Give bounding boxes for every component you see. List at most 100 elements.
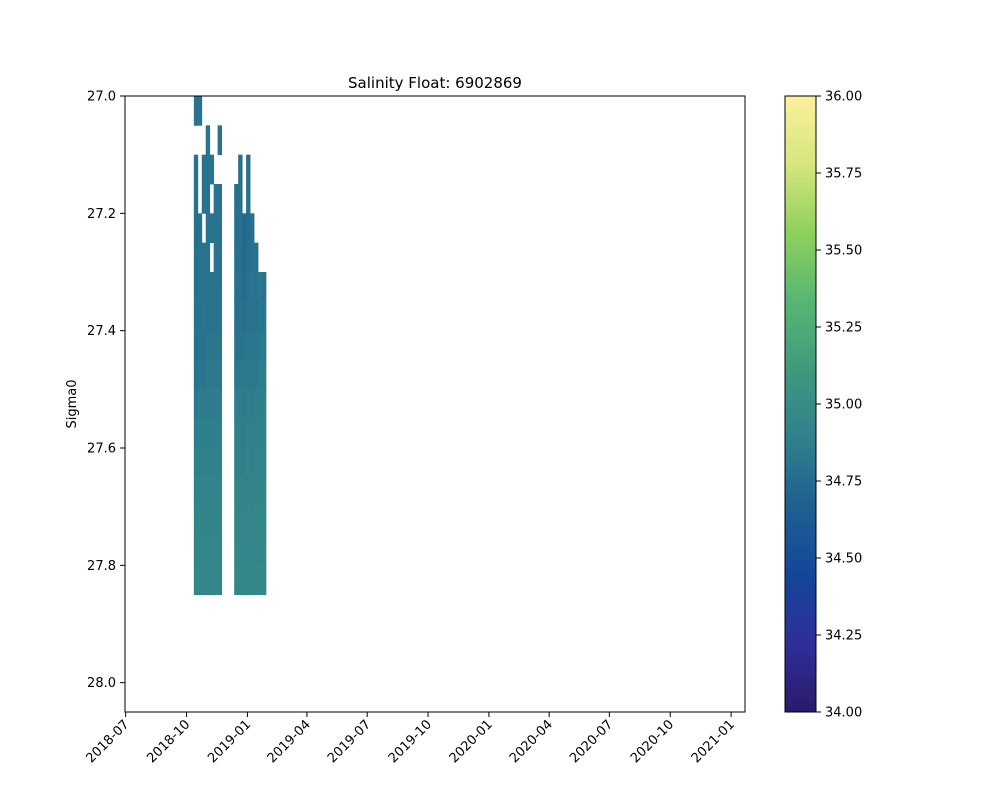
heatmap-cell: [217, 330, 223, 361]
colorbar-tick-label: 34.25: [825, 629, 862, 644]
heatmap-cell: [238, 360, 243, 390]
heatmap-cell: [205, 125, 211, 156]
heatmap-cell: [238, 242, 243, 273]
heatmap-cell: [250, 301, 255, 332]
heatmap-cell: [234, 565, 239, 596]
heatmap-cell: [217, 477, 223, 508]
heatmap-cell: [258, 418, 263, 449]
colorbar-tick-label: 34.00: [825, 706, 862, 721]
heatmap-cell: [201, 360, 207, 390]
heatmap-cell: [238, 418, 243, 449]
heatmap-cell: [234, 448, 239, 478]
heatmap-cell: [213, 565, 219, 596]
heatmap-cell: [209, 330, 215, 361]
heatmap-cell: [246, 242, 251, 273]
heatmap-cell: [254, 389, 259, 420]
heatmap-cell: [201, 389, 207, 420]
heatmap-cell: [238, 272, 243, 302]
heatmap-cell: [193, 565, 199, 596]
heatmap-cell: [193, 242, 199, 273]
heatmap-cell: [193, 506, 199, 537]
heatmap-cell: [246, 565, 251, 596]
heatmap-cell: [197, 506, 203, 537]
heatmap-cell: [250, 565, 255, 596]
heatmap-cell: [258, 565, 263, 596]
y-tick-label: 27.4: [87, 324, 116, 339]
heatmap-cell: [234, 477, 239, 508]
heatmap-cell: [209, 154, 215, 185]
colorbar-tick-label: 35.50: [825, 244, 862, 259]
heatmap-cell: [261, 565, 267, 596]
heatmap-cell: [261, 477, 267, 508]
heatmap-cell: [261, 448, 267, 478]
heatmap-cell: [254, 418, 259, 449]
heatmap-cell: [238, 477, 243, 508]
heatmap-cell: [242, 330, 247, 361]
x-tick-label: 2020-07: [567, 717, 616, 766]
heatmap-cell: [242, 360, 247, 390]
heatmap-cell: [246, 301, 251, 332]
heatmap-cell: [197, 330, 203, 361]
heatmap-cell: [201, 448, 207, 478]
heatmap-cell: [242, 477, 247, 508]
heatmap-cell: [234, 360, 239, 390]
heatmap-cell: [217, 360, 223, 390]
heatmap-cell: [209, 418, 215, 449]
heatmap-cell: [217, 125, 223, 156]
heatmap-cell: [193, 272, 199, 302]
heatmap-cell: [261, 506, 267, 537]
heatmap-cell: [205, 330, 211, 361]
y-tick-label: 27.2: [87, 207, 116, 222]
heatmap-cell: [213, 536, 219, 566]
colorbar-tick-label: 34.75: [825, 475, 862, 490]
heatmap-cell: [193, 360, 199, 390]
heatmap-cell: [201, 301, 207, 332]
heatmap-cell: [213, 301, 219, 332]
y-axis-label: Sigma0: [65, 379, 80, 428]
heatmap-cell: [250, 213, 255, 244]
heatmap-cell: [254, 477, 259, 508]
heatmap-cell: [238, 536, 243, 566]
heatmap-cell: [205, 184, 211, 214]
heatmap-cell: [205, 213, 211, 244]
heatmap-cell: [246, 213, 251, 244]
heatmap-cell: [197, 536, 203, 566]
heatmap-cell: [205, 360, 211, 390]
heatmap-cell: [213, 360, 219, 390]
heatmap-cell: [205, 154, 211, 185]
heatmap-cell: [250, 360, 255, 390]
heatmap-cell: [201, 154, 207, 185]
colorbar: [784, 95, 817, 713]
colorbar-tick-label: 35.00: [825, 398, 862, 413]
x-tick-label: 2021-01: [689, 717, 738, 766]
x-tick-label: 2018-10: [144, 717, 193, 766]
heatmap-cell: [201, 330, 207, 361]
heatmap-cell: [254, 272, 259, 302]
heatmap-cell: [258, 536, 263, 566]
heatmap-cell: [213, 506, 219, 537]
heatmap-cell: [238, 448, 243, 478]
heatmap-cell: [261, 389, 267, 420]
heatmap-cell: [209, 536, 215, 566]
colorbar-tick-label: 34.50: [825, 552, 862, 567]
heatmap-cell: [209, 448, 215, 478]
heatmap-cell: [193, 184, 199, 214]
heatmap-cell: [217, 565, 223, 596]
heatmap-cell: [250, 506, 255, 537]
y-axis-ticks: 27.0 27.2 27.4 27.6 27.8 28.0: [87, 90, 125, 691]
heatmap-cell: [217, 272, 223, 302]
heatmap-cell: [217, 213, 223, 244]
heatmap-cell: [205, 389, 211, 420]
heatmap-cell: [258, 301, 263, 332]
heatmap-cell: [217, 418, 223, 449]
colorbar-tick-label: 35.25: [825, 321, 862, 336]
x-tick-label: 2019-01: [205, 717, 254, 766]
heatmap-cell: [197, 213, 203, 244]
heatmap-cell: [209, 389, 215, 420]
heatmap-cell: [234, 242, 239, 273]
heatmap-cell: [205, 448, 211, 478]
heatmap-cell: [197, 301, 203, 332]
heatmap-cell: [254, 565, 259, 596]
heatmap-cell: [242, 565, 247, 596]
heatmap-cell: [205, 565, 211, 596]
